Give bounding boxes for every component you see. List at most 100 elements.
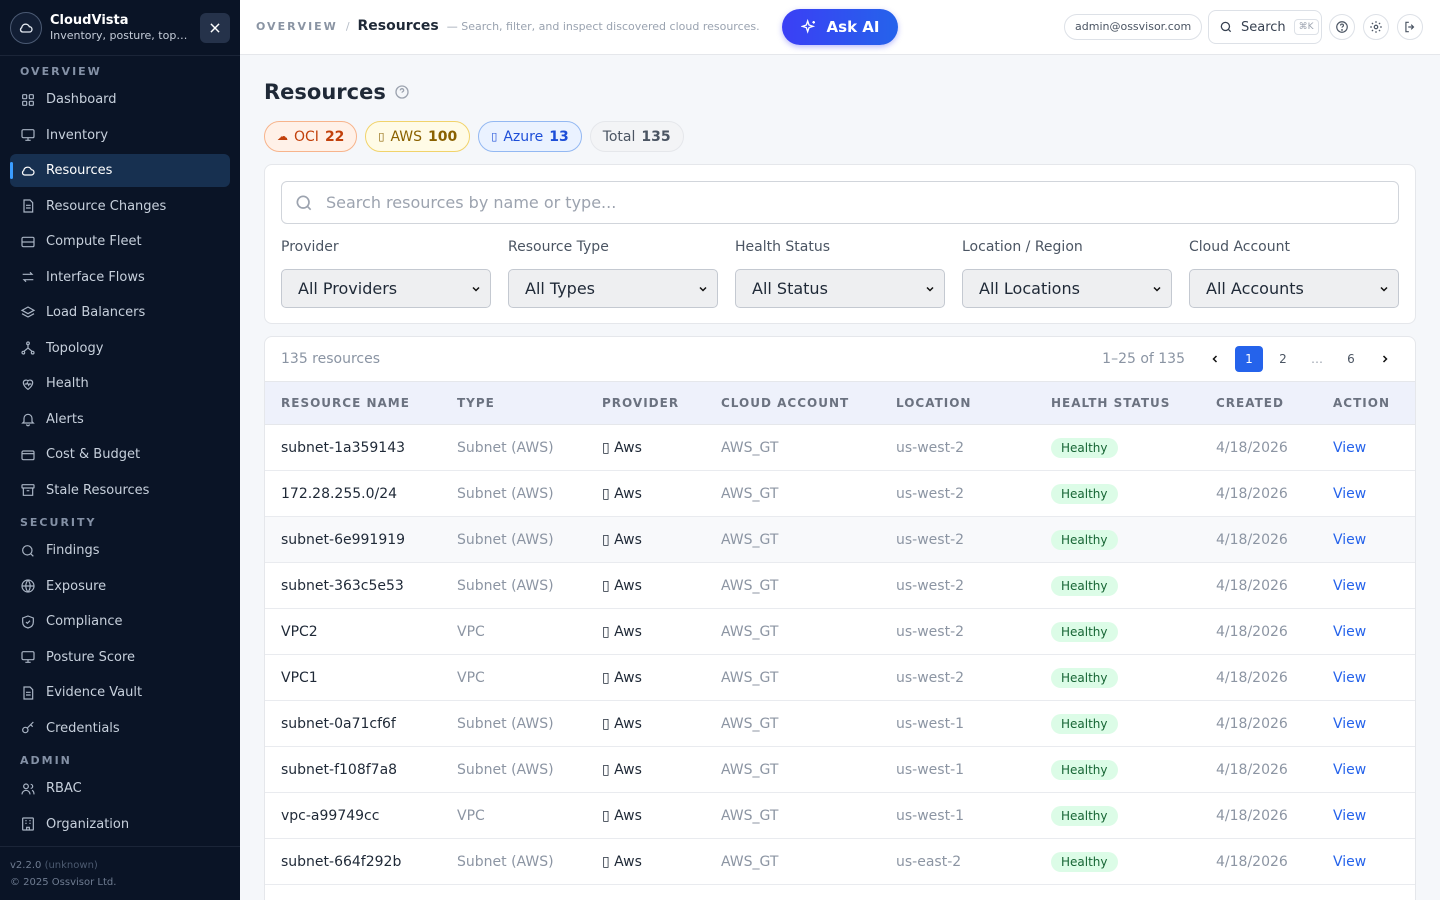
page-2-button[interactable]: 2 <box>1279 352 1287 366</box>
page-title: Resources <box>264 80 410 104</box>
dashboard-icon <box>22 93 34 106</box>
cell-action[interactable]: View <box>1333 577 1367 594</box>
sidebar-item-compute-fleet[interactable]: Compute Fleet <box>10 225 230 258</box>
cell-action[interactable]: View <box>1333 853 1367 870</box>
global-search-button[interactable]: Search ⌘K <box>1208 10 1322 44</box>
cell-type: Subnet (AWS) <box>457 485 554 502</box>
col-provider-header[interactable]: PROVIDER <box>602 396 680 410</box>
sidebar-item-resource-changes[interactable]: Resource Changes <box>10 190 230 223</box>
help-circle-icon[interactable] <box>394 84 410 100</box>
sidebar-item-inventory[interactable]: Inventory <box>10 119 230 152</box>
aws-icon: ▯ <box>602 715 615 732</box>
user-email[interactable]: admin@ossvisor.com <box>1064 14 1203 40</box>
provider-select[interactable]: All Providers <box>281 269 491 308</box>
cell-action[interactable]: View <box>1333 807 1367 824</box>
close-sidebar-button[interactable] <box>200 12 230 43</box>
table-row[interactable]: subnet-f108f7a8 Subnet (AWS) ▯ Aws AWS_GT us… <box>265 747 1415 793</box>
cell-created: 4/18/2026 <box>1216 669 1288 686</box>
sidebar-item-load-balancers[interactable]: Load Balancers <box>10 296 230 329</box>
filter-health: Health Status All Status <box>735 239 945 308</box>
settings-button[interactable] <box>1363 14 1389 40</box>
col-type-header[interactable]: TYPE <box>457 396 495 410</box>
chip-azure[interactable]: ▯ Azure 13 <box>478 121 582 152</box>
pagination: 1 2 … 6 <box>1201 346 1399 372</box>
table-row[interactable]: subnet-6e991919 Subnet (AWS) ▯ Aws AWS_GT us… <box>265 517 1415 563</box>
prev-page-button[interactable] <box>1201 346 1229 372</box>
col-cloud-account-header[interactable]: CLOUD ACCOUNT <box>721 396 850 410</box>
sidebar-item-resources[interactable]: Resources <box>10 154 230 187</box>
cell-action[interactable]: View <box>1333 439 1367 456</box>
filters-panel: Search resources by name or type... Prov… <box>264 164 1416 324</box>
location-select[interactable]: All Locations <box>962 269 1172 308</box>
page-6-button[interactable]: 6 <box>1347 352 1355 366</box>
cell-provider: ▯ Aws <box>602 670 642 686</box>
cell-action[interactable]: View <box>1333 715 1367 732</box>
document-icon <box>23 199 34 213</box>
chip-aws[interactable]: ▯ AWS 100 <box>365 121 471 152</box>
cloud-logo-icon <box>10 11 42 44</box>
sidebar-item-posture-score[interactable]: Posture Score <box>10 641 230 674</box>
sidebar-item-evidence-vault[interactable]: Evidence Vault <box>10 676 230 709</box>
status-badge: Healthy <box>1051 575 1118 596</box>
cell-action[interactable]: View <box>1333 485 1367 502</box>
sidebar-item-alerts[interactable]: Alerts <box>10 403 230 436</box>
chip-oci[interactable]: ☁ OCI 22 <box>264 121 358 152</box>
cell-location: us-east-2 <box>896 853 962 870</box>
table-row[interactable]: vpc-a99749cc VPC ▯ Aws AWS_GT us-west-1 Healt… <box>265 793 1415 839</box>
cell-action[interactable]: View <box>1333 669 1367 686</box>
sidebar-item-health[interactable]: Health <box>10 367 230 400</box>
sidebar-item-compliance[interactable]: Compliance <box>10 605 230 638</box>
users-icon <box>21 782 35 794</box>
cell-created: 4/18/2026 <box>1216 485 1288 502</box>
table-row[interactable]: subnet-363c5e53 Subnet (AWS) ▯ Aws AWS_GT us… <box>265 563 1415 609</box>
col-location-header[interactable]: LOCATION <box>896 396 972 410</box>
account-select[interactable]: All Accounts <box>1189 269 1399 308</box>
sidebar-item-interface-flows[interactable]: Interface Flows <box>10 261 230 294</box>
col-created-header[interactable]: CREATED <box>1216 396 1284 410</box>
table-row[interactable]: subnet-1a359143 Subnet (AWS) ▯ Aws AWS_GT us… <box>265 425 1415 471</box>
cell-action[interactable]: View <box>1333 761 1367 778</box>
sidebar-item-organization[interactable]: Organization <box>10 808 230 841</box>
page-1-button[interactable]: 1 <box>1235 346 1263 372</box>
table-row[interactable]: VPC2 VPC ▯ Aws AWS_GT us-west-2 Healthy 4/18/2… <box>265 609 1415 655</box>
breadcrumb-root[interactable]: OVERVIEW <box>256 19 338 33</box>
col-resource-name-header[interactable]: RESOURCE NAME <box>281 396 410 410</box>
chip-aws-label: AWS <box>390 128 423 145</box>
cell-health-status: Healthy <box>1051 483 1118 504</box>
logout-button[interactable] <box>1397 14 1423 40</box>
type-select-value: All Types <box>525 279 596 298</box>
chip-total-count: 135 <box>641 128 671 145</box>
health-select[interactable]: All Status <box>735 269 945 308</box>
table-row[interactable]: subnet-0a71cf6f Subnet (AWS) ▯ Aws AWS_GT us… <box>265 701 1415 747</box>
cell-provider: ▯ Aws <box>602 532 642 548</box>
type-select[interactable]: All Types <box>508 269 718 308</box>
sidebar-item-topology[interactable]: Topology <box>10 332 230 365</box>
sidebar-item-stale-resources[interactable]: Stale Resources <box>10 474 230 507</box>
cell-action[interactable]: View <box>1333 531 1367 548</box>
search-label: Search <box>1241 19 1286 35</box>
sidebar-item-rbac[interactable]: RBAC <box>10 772 230 805</box>
cell-action[interactable]: View <box>1333 623 1367 640</box>
next-page-button[interactable] <box>1371 346 1399 372</box>
sidebar-item-cost-budget[interactable]: Cost & Budget <box>10 438 230 471</box>
help-button[interactable] <box>1329 14 1355 40</box>
sidebar-item-credentials[interactable]: Credentials <box>10 712 230 745</box>
cell-location: us-west-1 <box>896 715 965 732</box>
col-health-status-header[interactable]: HEALTH STATUS <box>1051 396 1171 410</box>
table-row[interactable]: subnet-664f292b Subnet (AWS) ▯ Aws AWS_GT us… <box>265 839 1415 885</box>
table-row[interactable]: VPC1 VPC ▯ Aws AWS_GT us-west-2 Healthy 4/18/2… <box>265 655 1415 701</box>
chip-azure-label: Azure <box>503 128 544 145</box>
col-action-header[interactable]: ACTION <box>1333 396 1390 410</box>
ask-ai-button[interactable]: Ask AI <box>782 9 898 45</box>
sidebar-item-label: RBAC <box>46 781 82 796</box>
resource-search-input[interactable]: Search resources by name or type... <box>281 181 1399 224</box>
sidebar-item-exposure[interactable]: Exposure <box>10 570 230 603</box>
sidebar-item-dashboard[interactable]: Dashboard <box>10 83 230 116</box>
sidebar-item-findings[interactable]: Findings <box>10 534 230 567</box>
cell-location: us-west-2 <box>896 669 965 686</box>
search-shortcut: ⌘K <box>1293 19 1319 35</box>
cell-health-status: Healthy <box>1051 667 1118 688</box>
search-icon <box>1220 21 1232 33</box>
chevron-down-icon <box>699 286 707 292</box>
table-row[interactable]: 172.28.255.0/24 Subnet (AWS) ▯ Aws AWS_GT us… <box>265 471 1415 517</box>
